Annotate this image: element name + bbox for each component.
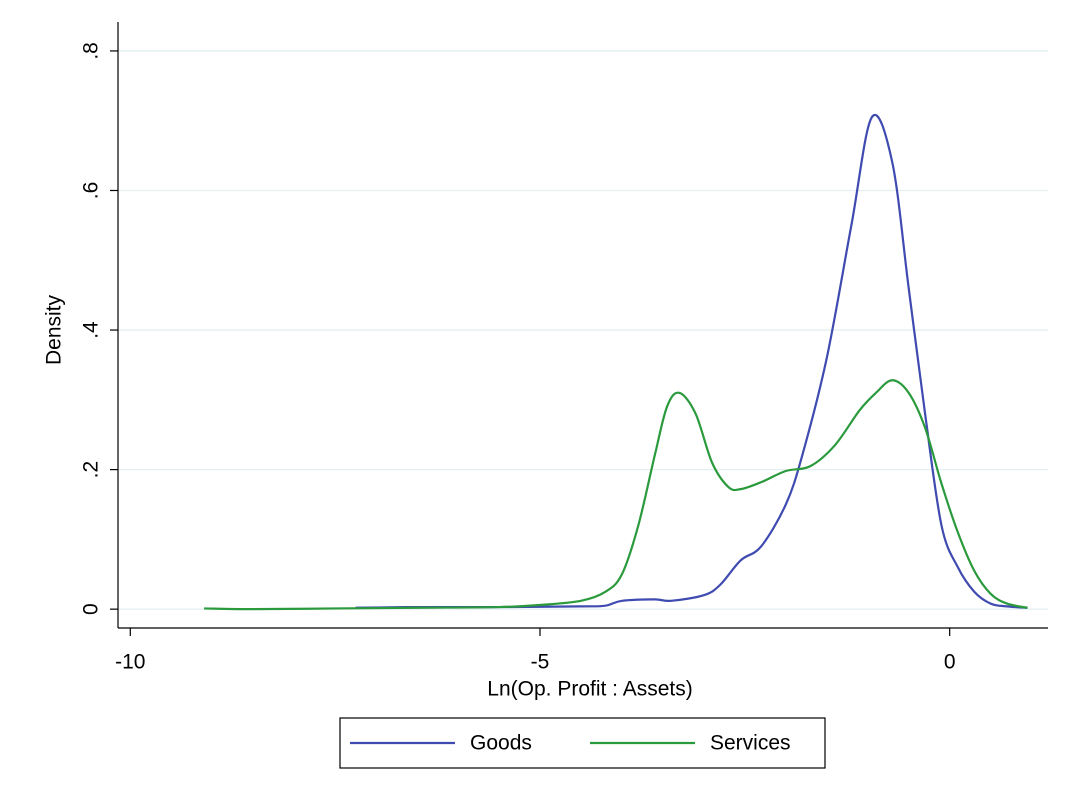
legend-label: Goods [470,732,532,755]
x-tick-label: 0 [944,651,956,674]
x-axis-label: Ln(Op. Profit : Assets) [487,678,692,701]
y-tick-label: .6 [80,182,103,200]
y-tick-label: .8 [80,42,103,60]
line-series [204,379,1028,611]
y-axis-label: Density [43,294,66,365]
x-tick-label: -5 [531,651,550,674]
y-tick-label: .2 [80,461,103,479]
line-series [355,113,1028,609]
legend-label: Services [710,732,791,755]
x-tick-label: -10 [115,651,145,674]
y-tick-label: .4 [80,321,103,339]
y-tick-label: 0 [80,603,103,615]
